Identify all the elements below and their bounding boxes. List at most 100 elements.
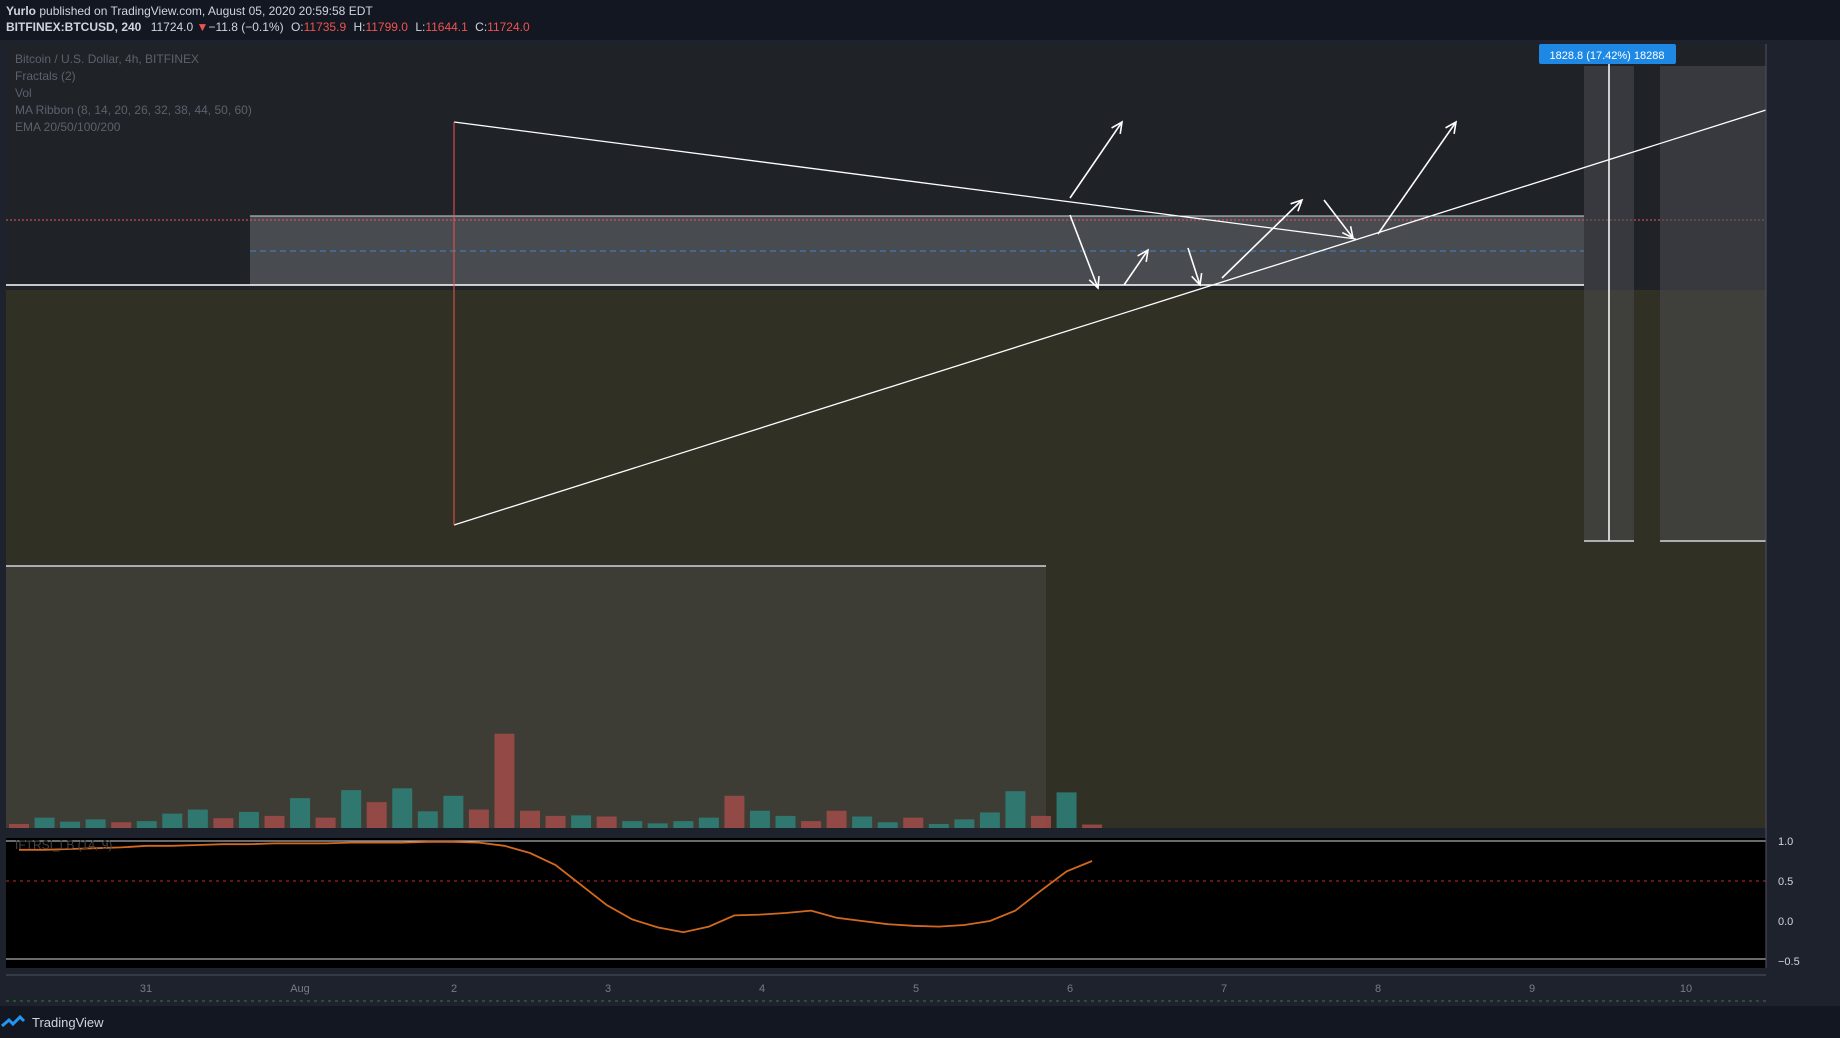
oscillator-line <box>19 840 1093 934</box>
measure-text: 1828.8 (17.42%) 18288 <box>1550 50 1665 62</box>
volume-bar <box>366 802 387 828</box>
high-label: H: <box>353 20 366 34</box>
projection-arrow <box>1123 249 1149 286</box>
price-chart[interactable]: 1828.8 (17.42%) 1828812200.012000.011800… <box>0 0 1840 1006</box>
volume-bar <box>392 788 413 828</box>
volume-bar <box>571 815 592 828</box>
high-value: 11799.0 <box>365 20 408 34</box>
volume-bar <box>443 795 464 828</box>
arrow-head-icon <box>1290 198 1304 212</box>
volume-bar <box>928 823 949 828</box>
x-tick-label: Aug <box>290 983 310 995</box>
volume-bar <box>264 815 285 828</box>
chart-header: Yurlo published on TradingView.com, Augu… <box>0 0 1840 40</box>
volume-bar <box>1082 824 1103 828</box>
gray-box-lower <box>6 566 1046 828</box>
volume-bar <box>673 821 694 828</box>
volume-bar <box>315 817 336 828</box>
measure-band-2 <box>1660 66 1766 542</box>
volume-bar <box>136 821 157 828</box>
oscillator-label[interactable]: IFTRSI_LB (14, 9) <box>15 838 113 852</box>
volume-bar <box>979 812 1000 828</box>
volume-bar <box>1031 815 1051 828</box>
x-tick-label: 3 <box>605 983 611 995</box>
oscillator-pane <box>6 838 1766 968</box>
volume-bar <box>60 821 81 828</box>
volume-bar <box>954 819 975 828</box>
close-value: 11724.0 <box>487 20 530 34</box>
volume-bar <box>647 823 668 828</box>
indicator-ema[interactable]: EMA 20/50/100/200 <box>15 120 121 134</box>
open-label: O: <box>290 20 304 34</box>
footer-bar: TradingView <box>0 1006 1840 1038</box>
volume-bar <box>341 790 362 828</box>
publish-info: published on TradingView.com, August 05,… <box>36 4 373 18</box>
volume-bar <box>34 817 55 828</box>
volume-bar <box>801 821 822 828</box>
volume-bar <box>9 823 29 828</box>
down-arrow-icon: ▼ <box>196 20 209 34</box>
volume-bar <box>187 809 208 828</box>
volume-bar <box>545 815 566 828</box>
arrow-head-icon <box>1111 120 1124 134</box>
osc-tick-label: 1.0 <box>1778 836 1793 848</box>
author-name[interactable]: Yurlo <box>6 4 37 18</box>
x-tick-label: 10 <box>1680 983 1692 995</box>
indicator-ma-ribbon[interactable]: MA Ribbon (8, 14, 20, 26, 32, 38, 44, 50… <box>15 103 252 117</box>
x-tick-label: 2 <box>451 983 457 995</box>
osc-tick-label: 0.5 <box>1778 876 1793 888</box>
indicator-volume[interactable]: Vol <box>15 86 32 100</box>
symbol-label: BITFINEX:BTCUSD, 240 <box>6 20 142 34</box>
tradingview-logo-icon <box>1 1014 26 1028</box>
volume-bar <box>826 810 847 828</box>
x-tick-label: 8 <box>1375 983 1381 995</box>
volume-bar <box>852 816 873 828</box>
volume-bar <box>698 817 719 828</box>
volume-bar <box>1005 791 1026 828</box>
volume-bar <box>520 810 540 828</box>
projection-arrow <box>1377 121 1457 235</box>
x-tick-label: 4 <box>759 983 765 995</box>
indicator-fractals[interactable]: Fractals (2) <box>15 69 76 83</box>
brand-name: TradingView <box>32 1014 104 1030</box>
volume-bar <box>596 816 617 828</box>
low-label: L: <box>415 20 426 34</box>
price-axis <box>1766 44 1840 968</box>
ohlc-line: BITFINEX:BTCUSD, 240 11724.0 ▼−11.8 (−0.… <box>6 20 530 34</box>
price-change: −11.8 (−0.1%) <box>208 20 284 34</box>
volume-bar <box>417 811 438 828</box>
volume-bar <box>622 821 643 828</box>
volume-bar <box>877 822 898 828</box>
volume-bar <box>494 733 515 828</box>
last-price: 11724.0 <box>150 20 194 34</box>
publish-line: Yurlo published on TradingView.com, Augu… <box>6 4 373 18</box>
volume-bar <box>162 813 183 828</box>
open-value: 11735.9 <box>303 20 347 34</box>
x-tick-label: 5 <box>913 983 919 995</box>
arrow-head-icon <box>1191 273 1203 287</box>
x-tick-label: 9 <box>1529 983 1535 995</box>
x-tick-label: 6 <box>1067 983 1073 995</box>
osc-tick-label: −0.5 <box>1778 956 1800 968</box>
volume-bar <box>775 815 796 828</box>
x-tick-label: 31 <box>140 983 152 995</box>
low-value: 11644.1 <box>425 20 468 34</box>
volume-bar <box>238 811 259 828</box>
indicator-title[interactable]: Bitcoin / U.S. Dollar, 4h, BITFINEX <box>15 52 200 66</box>
projection-arrow <box>1187 247 1201 286</box>
volume-bar <box>903 817 924 828</box>
x-tick-label: 7 <box>1221 983 1227 995</box>
projection-arrow <box>1323 199 1354 239</box>
volume-bar <box>724 795 745 828</box>
arrow-head-icon <box>1341 226 1355 240</box>
volume-bar <box>111 822 132 828</box>
measure-badge <box>1539 44 1676 64</box>
volume-bar <box>1056 792 1077 828</box>
projection-arrow <box>1069 121 1123 199</box>
arrow-head-icon <box>1137 248 1150 262</box>
projection-arrow <box>1069 214 1099 289</box>
arrow-head-icon <box>1445 120 1458 134</box>
volume-bar <box>749 810 770 828</box>
projection-arrow <box>1221 199 1303 279</box>
descending-trendline <box>453 121 1357 240</box>
